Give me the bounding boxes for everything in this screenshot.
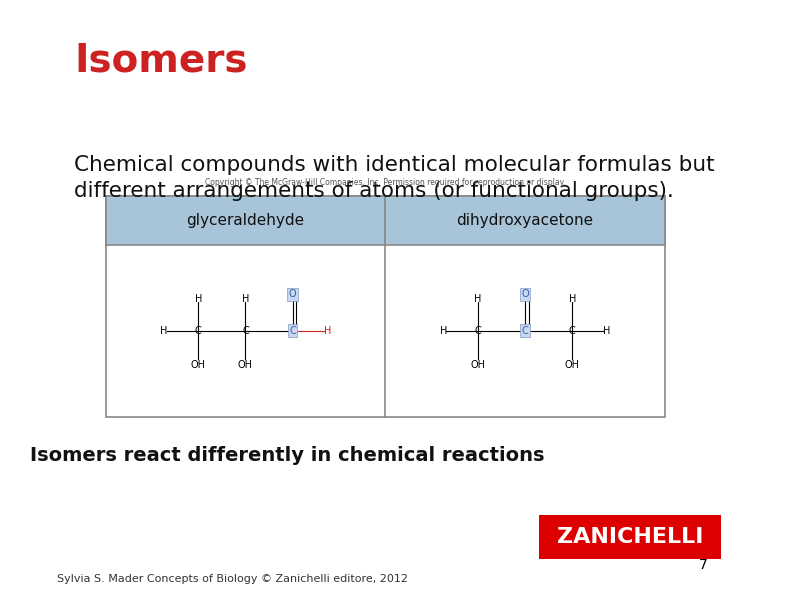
Text: C: C bbox=[569, 325, 576, 336]
Text: 7: 7 bbox=[699, 558, 707, 572]
Text: Copyright © The McGraw-Hill Companies, Inc. Permission required for reproduction: Copyright © The McGraw-Hill Companies, I… bbox=[205, 178, 565, 187]
Text: C: C bbox=[242, 325, 249, 336]
Text: C: C bbox=[475, 325, 481, 336]
Text: H: H bbox=[569, 293, 576, 303]
Text: OH: OH bbox=[470, 359, 485, 369]
Text: OH: OH bbox=[565, 359, 580, 369]
Text: Isomers react differently in chemical reactions: Isomers react differently in chemical re… bbox=[30, 446, 545, 465]
Text: ZANICHELLI: ZANICHELLI bbox=[557, 527, 703, 547]
Text: Chemical compounds with identical molecular formulas but
different arrangements : Chemical compounds with identical molecu… bbox=[74, 155, 715, 201]
Text: H: H bbox=[603, 325, 611, 336]
Text: O: O bbox=[522, 289, 529, 299]
Text: C: C bbox=[522, 325, 529, 336]
Text: glyceraldehyde: glyceraldehyde bbox=[187, 213, 305, 228]
Text: O: O bbox=[289, 289, 296, 299]
Text: OH: OH bbox=[238, 359, 253, 369]
Text: dihydroxyacetone: dihydroxyacetone bbox=[457, 213, 594, 228]
FancyBboxPatch shape bbox=[106, 196, 385, 245]
Text: H: H bbox=[242, 293, 249, 303]
Text: H: H bbox=[160, 325, 168, 336]
FancyBboxPatch shape bbox=[385, 196, 665, 245]
FancyBboxPatch shape bbox=[539, 515, 721, 559]
Text: C: C bbox=[289, 325, 296, 336]
Text: Sylvia S. Mader Concepts of Biology © Zanichelli editore, 2012: Sylvia S. Mader Concepts of Biology © Za… bbox=[56, 574, 407, 584]
Text: OH: OH bbox=[191, 359, 206, 369]
FancyBboxPatch shape bbox=[106, 196, 665, 416]
Text: H: H bbox=[440, 325, 447, 336]
Text: C: C bbox=[195, 325, 202, 336]
Text: H: H bbox=[195, 293, 202, 303]
Text: H: H bbox=[474, 293, 482, 303]
Text: Isomers: Isomers bbox=[74, 42, 248, 80]
Text: H: H bbox=[324, 325, 331, 336]
